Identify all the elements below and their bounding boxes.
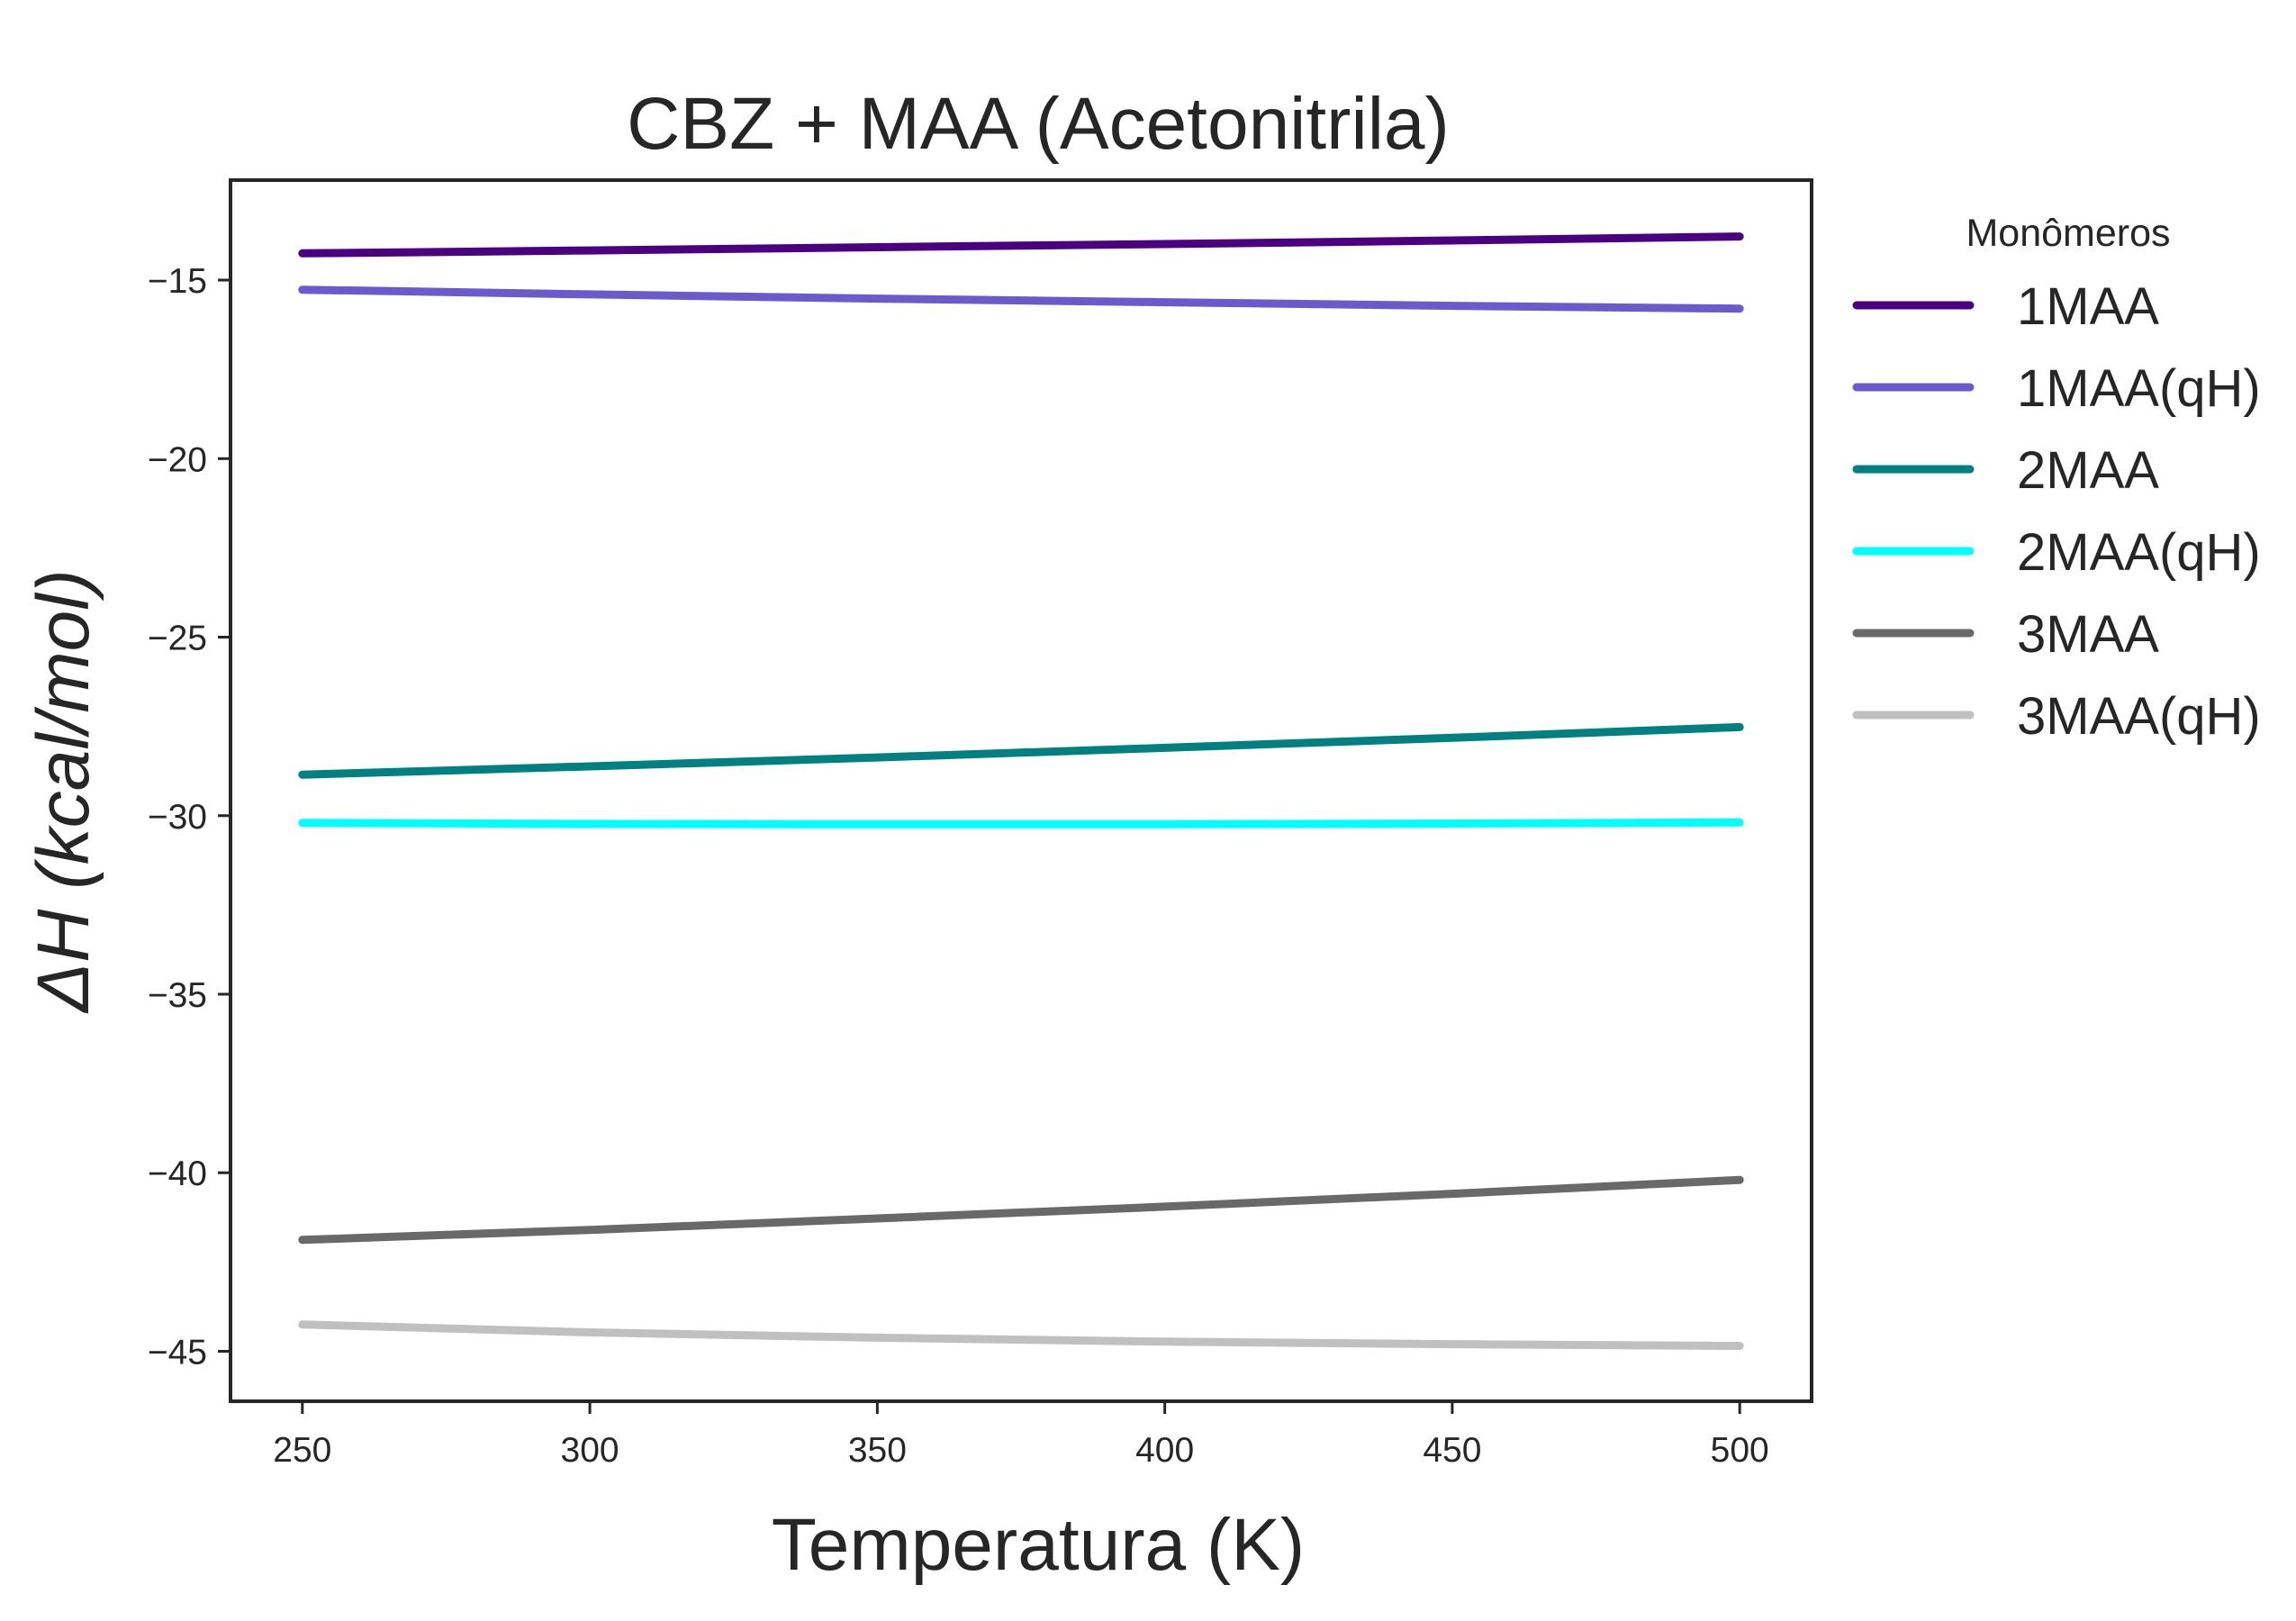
- series-line-2MAA(qH): [298, 818, 1744, 829]
- x-tick-label: 450: [1423, 1431, 1481, 1470]
- series-layer: [298, 232, 1744, 1350]
- series-line-3MAA: [298, 1175, 1744, 1245]
- y-tick-label: −40: [148, 1155, 207, 1193]
- legend-label: 2MAA(qH): [2017, 523, 2261, 582]
- x-tick-label: 250: [273, 1431, 331, 1470]
- y-axis-ticks: −15 −20 −25 −30 −35 −40 −45: [148, 262, 231, 1372]
- y-tick-label: −30: [148, 798, 207, 837]
- legend-label: 2MAA: [2017, 441, 2159, 500]
- legend-item-3MAA: 3MAA: [1852, 605, 2159, 664]
- chart-title: CBZ + MAA (Acetonitrila): [627, 83, 1450, 165]
- series-line-1MAA: [298, 232, 1744, 258]
- x-tick-label: 400: [1135, 1431, 1194, 1470]
- legend-items: 1MAA 1MAA(qH) 2MAA 2MAA(qH) 3MAA 3MAA(qH): [1852, 277, 2261, 746]
- y-axis-label: ΔH (kcal/mol): [23, 569, 104, 1014]
- series-line-1MAA(qH): [298, 285, 1744, 313]
- legend-label: 3MAA: [2017, 605, 2159, 664]
- legend-title: Monômeros: [1966, 212, 2170, 255]
- legend: Monômeros 1MAA 1MAA(qH) 2MAA 2MAA(qH) 3MAA 3M…: [1852, 212, 2261, 746]
- series-line-3MAA(qH): [298, 1320, 1744, 1350]
- y-tick-label: −45: [148, 1333, 207, 1372]
- x-axis-ticks: 250 300 350 400 450 500: [273, 1401, 1769, 1470]
- y-tick-label: −15: [148, 262, 207, 301]
- y-tick-label: −20: [148, 440, 207, 479]
- x-tick-label: 350: [848, 1431, 907, 1470]
- y-tick-label: −35: [148, 976, 207, 1015]
- plot-frame: [229, 178, 1813, 1403]
- legend-label: 1MAA(qH): [2017, 359, 2261, 418]
- legend-label: 1MAA: [2017, 277, 2159, 336]
- x-tick-label: 500: [1711, 1431, 1769, 1470]
- series-line-2MAA: [298, 722, 1744, 779]
- legend-item-2MAA: 2MAA: [1852, 441, 2159, 500]
- x-tick-label: 300: [561, 1431, 619, 1470]
- x-axis-label: Temperatura (K): [772, 1504, 1305, 1586]
- legend-item-1MAA(qH): 1MAA(qH): [1852, 359, 2261, 418]
- legend-item-3MAA(qH): 3MAA(qH): [1852, 687, 2261, 746]
- legend-label: 3MAA(qH): [2017, 687, 2261, 746]
- legend-item-1MAA: 1MAA: [1852, 277, 2159, 336]
- legend-item-2MAA(qH): 2MAA(qH): [1852, 523, 2261, 582]
- y-axis-label-units: (kcal/mol): [23, 569, 104, 889]
- y-axis-label-symbol: ΔH: [23, 909, 104, 1014]
- y-tick-label: −25: [148, 620, 207, 658]
